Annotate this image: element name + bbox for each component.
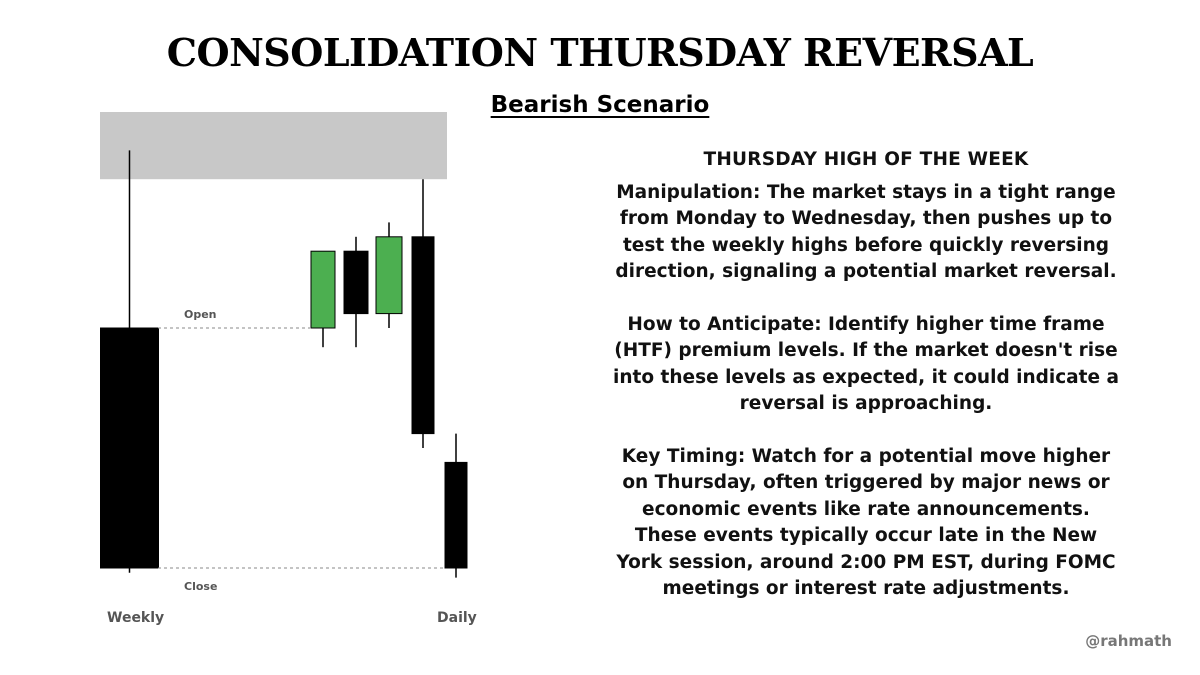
panel-heading: THURSDAY HIGH OF THE WEEK xyxy=(703,149,1029,170)
daily-candle-friday-body xyxy=(444,461,468,569)
anticipate-paragraph: How to Anticipate: Identify higher time … xyxy=(613,313,1119,415)
timing-paragraph: Key Timing: Watch for a potential move h… xyxy=(616,445,1116,600)
weekly-axis-label: Weekly xyxy=(107,610,164,626)
daily-candle-tuesday-body xyxy=(343,250,369,315)
daily-candle-wednesday-body xyxy=(375,236,403,315)
manipulation-paragraph: Manipulation: The market stays in a tigh… xyxy=(615,181,1117,283)
daily-axis-label: Daily xyxy=(437,610,477,626)
weekly-candle-body xyxy=(100,327,159,569)
candlestick-diagram: Open Close Weekly Daily xyxy=(100,112,477,626)
page-title: CONSOLIDATION THURSDAY REVERSAL xyxy=(166,30,1034,75)
daily-candle-monday-body xyxy=(310,250,336,329)
daily-candle-thursday-body xyxy=(411,236,435,435)
premium-zone xyxy=(100,112,447,180)
close-level-label: Close xyxy=(184,580,217,593)
author-watermark: @rahmath xyxy=(1085,632,1172,650)
scenario-subtitle: Bearish Scenario xyxy=(490,92,710,118)
open-level-label: Open xyxy=(184,308,217,321)
explanation-panel: THURSDAY HIGH OF THE WEEK Manipulation: … xyxy=(612,147,1120,629)
